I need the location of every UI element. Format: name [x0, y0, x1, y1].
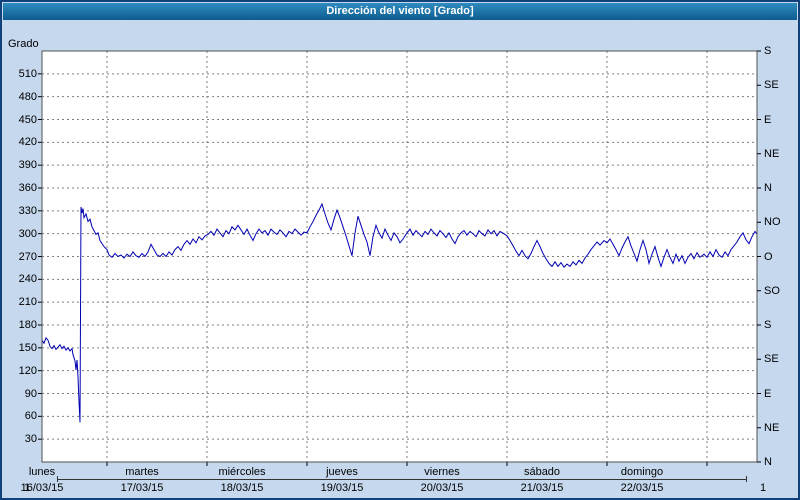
y-tick-label: 450	[18, 113, 37, 126]
day-date-label: 21/03/15	[520, 482, 564, 494]
compass-label: N	[764, 182, 772, 194]
y-tick-label: 210	[18, 296, 37, 309]
compass-label: E	[764, 113, 772, 126]
y-tick-label: 480	[18, 90, 37, 103]
day-date-label: 18/03/15	[220, 482, 264, 494]
y-tick-label: 150	[18, 341, 37, 354]
compass-label: S	[764, 319, 772, 331]
compass-label: O	[764, 250, 773, 263]
footer-page-number-right: 1	[760, 482, 767, 494]
compass-label: SO	[764, 284, 780, 297]
plot-background	[42, 51, 757, 462]
day-name-label: lunes	[28, 466, 56, 478]
day-name-label: miércoles	[218, 466, 266, 478]
compass-label: NE	[764, 147, 780, 160]
compass-label: N	[764, 456, 772, 468]
day-name-label: domingo	[620, 466, 664, 478]
wind-direction-line	[41, 202, 758, 423]
y-tick-label: 90	[24, 387, 37, 400]
day-date-label: 16/03/15	[20, 482, 64, 494]
footer-axis-tick-right	[746, 476, 747, 482]
day-date-label: 17/03/15	[120, 482, 164, 494]
y-tick-label: 30	[24, 433, 37, 446]
day-name-label: viernes	[424, 466, 460, 478]
compass-label: NO	[764, 216, 781, 229]
y-tick-label: 510	[18, 67, 37, 80]
compass-label: NE	[764, 421, 780, 434]
compass-label: SE	[764, 353, 779, 366]
y-tick-label: 270	[18, 250, 37, 263]
day-name-label: jueves	[326, 466, 358, 478]
footer-axis-line	[57, 479, 747, 480]
y-tick-label: 330	[18, 204, 37, 217]
y-tick-label: 360	[18, 182, 37, 194]
compass-label: SE	[764, 79, 779, 92]
footer-page-number-left: 1	[24, 482, 31, 494]
footer-axis-tick-left	[57, 476, 58, 482]
day-name-label: sábado	[523, 466, 561, 478]
y-tick-label: 180	[18, 319, 37, 331]
day-date-label: 22/03/15	[620, 482, 664, 494]
compass-label: S	[764, 45, 772, 57]
y-tick-label: 390	[18, 159, 37, 172]
day-date-label: 19/03/15	[320, 482, 364, 494]
y-axis-unit-label: Grado	[8, 38, 39, 50]
y-tick-label: 420	[18, 136, 37, 149]
compass-label: E	[764, 387, 772, 400]
y-tick-label: 300	[18, 227, 37, 240]
chart-title: Dirección del viento [Grado]	[3, 3, 797, 20]
y-tick-label: 120	[18, 364, 37, 377]
day-date-label: 20/03/15	[420, 482, 464, 494]
y-tick-label: 240	[18, 273, 37, 286]
day-name-label: martes	[125, 466, 159, 478]
y-tick-label: 60	[24, 410, 37, 423]
